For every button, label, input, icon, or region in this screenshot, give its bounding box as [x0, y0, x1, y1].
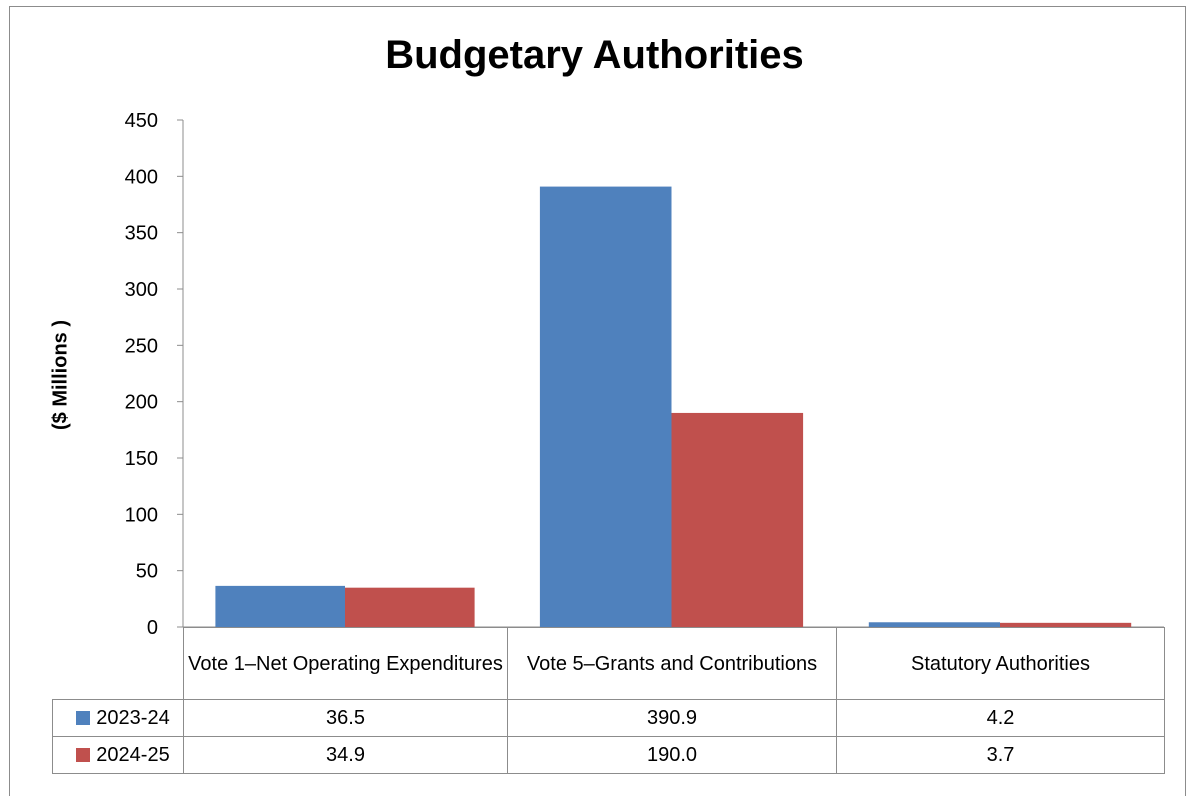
series-label: 2024-25 [96, 743, 170, 766]
data-cell: 390.9 [507, 699, 837, 737]
y-tick-label: 250 [125, 335, 158, 357]
series-label: 2023-24 [96, 706, 170, 729]
y-tick-label: 50 [136, 561, 158, 583]
bar [539, 186, 672, 627]
y-tick-label: 450 [125, 110, 158, 132]
chart-title: Budgetary Authorities [385, 33, 804, 77]
category-label: Vote 1–Net Operating Expenditures [183, 627, 508, 700]
y-tick-label: 150 [125, 448, 158, 470]
series-name: 2024-25 [52, 736, 184, 774]
bar [868, 622, 1000, 627]
series-row-2024-25: 2024-25 34.9 190.0 3.7 [52, 736, 1165, 774]
bar [671, 412, 804, 627]
bar [1000, 622, 1132, 627]
y-tick-label: 400 [125, 166, 158, 188]
series-row-2023-24: 2023-24 36.5 390.9 4.2 [52, 699, 1165, 737]
y-tick-label: 200 [125, 392, 158, 414]
data-cell: 190.0 [507, 736, 837, 774]
y-tick-label: 100 [125, 504, 158, 526]
y-tick-label: 350 [125, 223, 158, 245]
bar [345, 587, 475, 627]
y-tick-label: 300 [125, 279, 158, 301]
chart-frame [9, 6, 1186, 796]
data-cell: 36.5 [183, 699, 508, 737]
series-name: 2023-24 [52, 699, 184, 737]
data-cell: 34.9 [183, 736, 508, 774]
bar [215, 585, 345, 627]
data-cell: 4.2 [836, 699, 1165, 737]
category-label: Statutory Authorities [836, 627, 1165, 700]
category-row: Vote 1–Net Operating Expenditures Vote 5… [52, 627, 1165, 700]
legend-key [76, 710, 91, 725]
legend-key [76, 747, 91, 762]
data-table: Vote 1–Net Operating Expenditures Vote 5… [52, 627, 1165, 774]
data-cell: 3.7 [836, 736, 1165, 774]
category-label: Vote 5–Grants and Contributions [507, 627, 837, 700]
